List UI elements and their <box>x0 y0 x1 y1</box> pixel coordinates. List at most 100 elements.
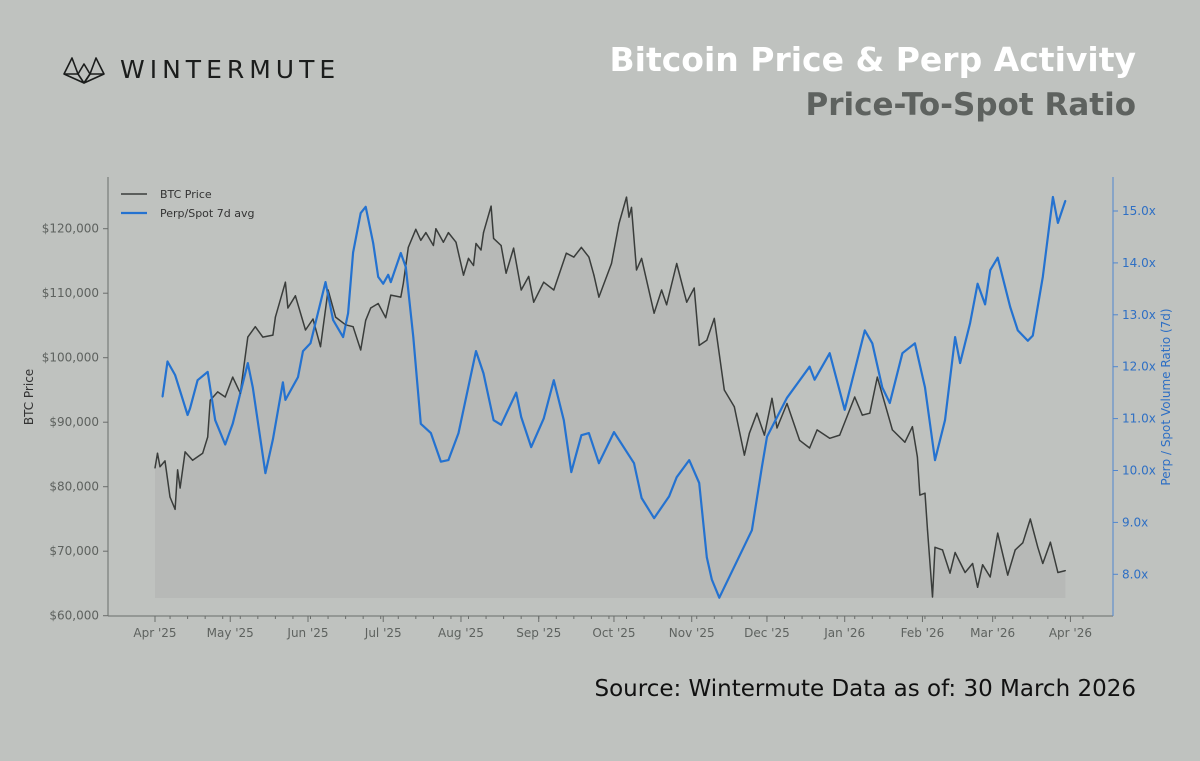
perp-spot-ratio-point <box>264 472 267 474</box>
x-tick-label: Dec '25 <box>744 626 790 640</box>
perp-spot-ratio-point <box>324 281 327 283</box>
btc-price-point <box>934 546 936 548</box>
btc-price-point <box>972 562 974 565</box>
perp-spot-ratio-point <box>457 432 460 434</box>
btc-price-point <box>676 262 678 265</box>
btc-price-point <box>513 247 515 249</box>
btc-price-point <box>184 451 186 453</box>
btc-price-point <box>472 264 475 267</box>
perp-spot-ratio-point <box>161 396 164 398</box>
y2-tick-label: 13.0x <box>1122 308 1156 322</box>
perp-spot-ratio-point <box>447 459 450 461</box>
perp-spot-ratio-point <box>332 319 334 321</box>
perp-spot-ratio-point <box>252 386 254 389</box>
btc-price-point <box>763 434 766 436</box>
legend: BTC Price Perp/Spot 7d avg <box>121 188 254 220</box>
chart-subtitle: Price-To-Spot Ratio <box>805 87 1137 123</box>
btc-price-point <box>352 326 354 328</box>
perp-spot-ratio-point <box>297 376 299 378</box>
btc-price-point <box>274 316 276 318</box>
btc-price-point <box>1007 574 1009 576</box>
perp-spot-ratio-point <box>786 397 788 399</box>
btc-price-point <box>618 222 620 225</box>
btc-price-point <box>462 274 465 276</box>
perp-spot-ratio-point <box>718 596 721 599</box>
perp-spot-ratio-point <box>500 424 502 426</box>
btc-price-point <box>854 396 856 398</box>
btc-price-point <box>467 257 470 259</box>
y-tick-label: $70,000 <box>49 544 99 558</box>
perp-spot-ratio-point <box>675 476 678 479</box>
btc-price-point <box>287 307 289 309</box>
perp-spot-ratio-point <box>342 336 344 338</box>
perp-spot-ratio-point <box>520 416 522 418</box>
btc-price-point <box>593 274 595 276</box>
perp-spot-ratio-point <box>174 374 176 376</box>
btc-price-point <box>156 452 159 454</box>
wintermute-logo-icon <box>63 57 105 84</box>
btc-price-point <box>776 427 778 429</box>
perp-spot-ratio-point <box>186 414 189 416</box>
perp-spot-ratio-point <box>405 266 407 268</box>
btc-price-point <box>748 432 750 434</box>
btc-price-point <box>904 441 906 443</box>
perp-spot-ratio-point <box>1016 329 1019 332</box>
btc-price-point <box>174 508 176 510</box>
btc-price-point <box>686 301 688 303</box>
btc-price-point <box>407 246 409 249</box>
btc-price-point <box>598 296 600 298</box>
legend-label-ratio: Perp/Spot 7d avg <box>160 207 254 220</box>
perp-spot-ratio-point <box>359 212 362 214</box>
perp-spot-ratio-point <box>1064 199 1067 202</box>
btc-price-point <box>931 596 934 598</box>
btc-price-point <box>706 339 708 341</box>
y2-tick-label: 14.0x <box>1122 256 1156 270</box>
btc-price-point <box>272 334 274 336</box>
btc-price-area <box>155 197 1066 598</box>
btc-price-point <box>756 412 758 414</box>
btc-price-point <box>232 376 234 378</box>
perp-spot-ratio-point <box>284 399 287 401</box>
perp-spot-ratio-point <box>710 578 713 581</box>
perp-spot-ratio-point <box>364 206 367 208</box>
btc-price-point <box>402 282 404 285</box>
btc-price-point <box>869 412 871 414</box>
perp-spot-ratio-point <box>633 462 635 465</box>
perp-spot-ratio-point <box>901 352 904 355</box>
btc-price-point <box>982 564 984 566</box>
x-tick-label: May '25 <box>207 626 254 640</box>
y-tick-label: $80,000 <box>49 480 99 494</box>
btc-price-point <box>385 317 387 319</box>
btc-price-point <box>1037 546 1039 548</box>
y2-tick-label: 9.0x <box>1122 515 1148 529</box>
perp-spot-ratio-point <box>570 471 573 473</box>
y-tick-label: $100,000 <box>42 351 99 365</box>
btc-price-point <box>247 336 249 338</box>
perp-spot-ratio-point <box>871 342 874 345</box>
btc-price-point <box>304 329 307 331</box>
btc-price-point <box>492 237 495 239</box>
btc-price-point <box>640 257 643 259</box>
y-tick-label: $110,000 <box>42 286 99 300</box>
btc-price-point <box>1022 542 1024 544</box>
btc-price-point <box>327 289 329 291</box>
perp-spot-ratio-point <box>377 276 380 278</box>
btc-price-point <box>580 246 582 249</box>
perp-spot-ratio-point <box>302 350 304 352</box>
btc-price-point <box>425 231 427 234</box>
btc-price-point <box>997 532 999 534</box>
btc-price-point <box>743 454 745 456</box>
perp-spot-ratio-point <box>515 391 517 394</box>
btc-price-point <box>432 244 434 247</box>
btc-price-point <box>771 397 773 399</box>
btc-price-point <box>435 228 437 230</box>
btc-price-point <box>1064 569 1067 572</box>
btc-price-point <box>217 391 219 393</box>
perp-spot-ratio-point <box>813 378 816 381</box>
perp-spot-ratio-point <box>492 419 495 421</box>
btc-price-point <box>533 301 535 303</box>
btc-price-point <box>207 436 209 438</box>
btc-price-point <box>653 312 655 314</box>
btc-price-point <box>573 256 575 258</box>
btc-price-point <box>520 289 522 291</box>
